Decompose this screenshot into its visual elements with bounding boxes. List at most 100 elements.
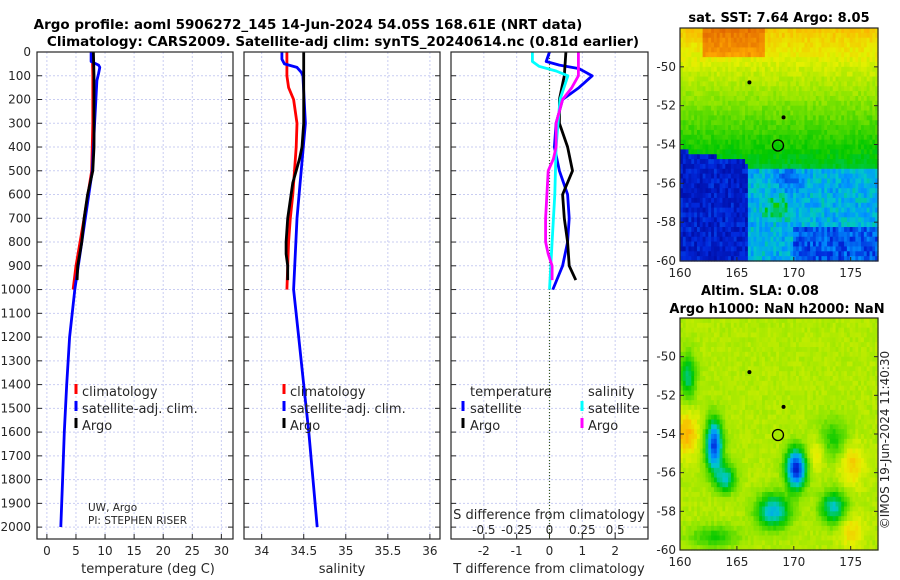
- map-cell: [793, 236, 797, 243]
- map-cell: [733, 47, 738, 53]
- map-cell: [824, 217, 828, 223]
- map-cell: [694, 227, 698, 233]
- map-cell: [779, 197, 783, 204]
- map-cell: [773, 246, 777, 252]
- map-cell: [824, 256, 828, 262]
- map-cell: [680, 256, 684, 262]
- map-cell: [719, 134, 724, 141]
- map-cell: [750, 318, 755, 324]
- map-cell: [736, 86, 740, 92]
- map-cell: [708, 168, 712, 175]
- map-cell: [694, 236, 698, 243]
- map-cell: [844, 37, 848, 44]
- map-cell: [841, 154, 845, 160]
- map-cell: [818, 197, 823, 204]
- map-cell: [696, 57, 701, 63]
- map-cell: [713, 91, 718, 97]
- map-cell: [810, 110, 814, 116]
- map-cell: [753, 419, 757, 425]
- map-cell: [745, 492, 749, 498]
- map-cell: [742, 134, 746, 141]
- map-cell: [838, 37, 842, 44]
- map-cell: [844, 66, 848, 73]
- map-cell: [733, 207, 738, 214]
- map-cell: [770, 202, 774, 209]
- map-cell: [722, 458, 726, 464]
- map-cell: [685, 443, 690, 450]
- map-cell: [832, 95, 837, 102]
- map-cell: [736, 438, 740, 445]
- map-cell: [719, 66, 724, 73]
- map-cell: [759, 81, 763, 87]
- map-cell: [829, 207, 834, 214]
- map-cell: [728, 246, 732, 252]
- map-cell: [733, 256, 738, 262]
- map-cell: [827, 105, 831, 112]
- map-cell: [694, 188, 698, 194]
- map-cell: [759, 66, 763, 73]
- map-cell: [750, 139, 755, 146]
- map-cell: [725, 236, 729, 243]
- map-cell: [844, 183, 848, 189]
- map-cell: [750, 496, 755, 503]
- map-cell: [844, 154, 848, 160]
- map-cell: [762, 81, 766, 87]
- sla-map-subtitle: Argo h1000: NaN h2000: NaN: [669, 302, 884, 317]
- map-cell: [750, 443, 755, 450]
- map-cell: [711, 409, 715, 416]
- map-cell: [764, 173, 769, 180]
- map-cell: [827, 115, 831, 121]
- map-cell: [708, 385, 712, 392]
- map-cell: [728, 492, 732, 498]
- map-cell: [739, 173, 743, 180]
- map-cell: [742, 193, 746, 199]
- map-cell: [725, 110, 729, 116]
- map-cell: [733, 81, 738, 87]
- map-cell: [750, 251, 755, 257]
- map-cell: [694, 419, 698, 425]
- map-cell: [779, 251, 783, 257]
- map-cell: [696, 322, 701, 329]
- map-cell: [694, 66, 698, 73]
- map-cell: [696, 337, 701, 343]
- map-cell: [730, 516, 735, 522]
- map-cell: [694, 511, 698, 517]
- map-cell: [770, 71, 774, 78]
- map-cell: [838, 212, 842, 218]
- map-cell: [722, 139, 726, 146]
- map-cell: [846, 217, 851, 223]
- map-cell: [841, 71, 845, 78]
- map-cell: [793, 256, 797, 262]
- map-cell: [688, 129, 692, 136]
- map-cell: [866, 139, 871, 146]
- map-cell: [790, 120, 794, 126]
- map-cell: [719, 506, 724, 512]
- map-cell: [708, 525, 712, 532]
- map-cell: [750, 482, 755, 488]
- map-cell: [875, 125, 879, 131]
- map-cell: [702, 371, 707, 377]
- map-cell: [835, 76, 839, 82]
- map-cell: [691, 366, 695, 372]
- map-cell: [801, 212, 806, 218]
- map-cell: [739, 66, 743, 73]
- map-cell: [745, 443, 749, 450]
- map-cell: [713, 188, 718, 194]
- map-cell: [713, 530, 718, 537]
- map-cell: [872, 154, 876, 160]
- map-cell: [750, 81, 755, 87]
- map-cell: [722, 42, 726, 49]
- map-cell: [716, 37, 721, 44]
- map-cell: [696, 424, 701, 430]
- map-cell: [682, 197, 687, 204]
- map-cell: [733, 371, 738, 377]
- map-cell: [747, 545, 752, 551]
- map-cell: [725, 458, 729, 464]
- map-cell: [742, 212, 746, 218]
- map-cell: [849, 37, 854, 44]
- map-cell: [739, 95, 743, 102]
- map-cell: [841, 197, 845, 204]
- map-cell: [728, 71, 732, 78]
- map-cell: [829, 144, 834, 150]
- map-cell: [736, 183, 740, 189]
